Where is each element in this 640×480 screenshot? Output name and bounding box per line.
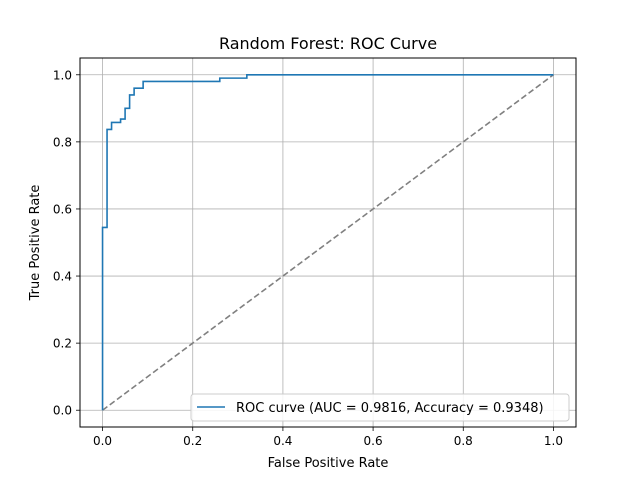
grid-lines (80, 58, 576, 427)
x-axis-ticks: 0.0 0.2 0.4 0.6 0.8 1.0 (93, 427, 563, 448)
x-tick-label: 0.0 (93, 434, 112, 448)
legend-box (190, 393, 570, 422)
y-tick-label: 0.2 (53, 337, 72, 351)
plot-frame (79, 57, 577, 428)
x-tick-label: 0.4 (273, 434, 292, 448)
y-axis-ticks: 0.0 0.2 0.4 0.6 0.8 1.0 (53, 68, 80, 418)
y-axis-label: True Positive Rate (28, 185, 43, 302)
y-tick-label: 0.4 (53, 270, 72, 284)
y-tick-label: 0.6 (53, 202, 72, 216)
x-tick-label: 0.8 (454, 434, 473, 448)
y-tick-label: 0.0 (53, 404, 72, 418)
legend-entry-roc: ROC curve (AUC = 0.9816, Accuracy = 0.93… (236, 401, 544, 416)
chart-title: Random Forest: ROC Curve (219, 34, 437, 53)
x-tick-label: 1.0 (544, 434, 563, 448)
chance-diagonal-line (102, 74, 554, 411)
x-tick-label: 0.2 (183, 434, 202, 448)
legend: ROC curve (AUC = 0.9816, Accuracy = 0.93… (190, 393, 570, 422)
x-axis-label: False Positive Rate (268, 456, 389, 471)
y-tick-label: 0.8 (53, 135, 72, 149)
roc-curve-line (101, 73, 554, 411)
x-tick-label: 0.6 (364, 434, 383, 448)
series-group (101, 73, 554, 411)
y-tick-label: 1.0 (53, 68, 72, 82)
